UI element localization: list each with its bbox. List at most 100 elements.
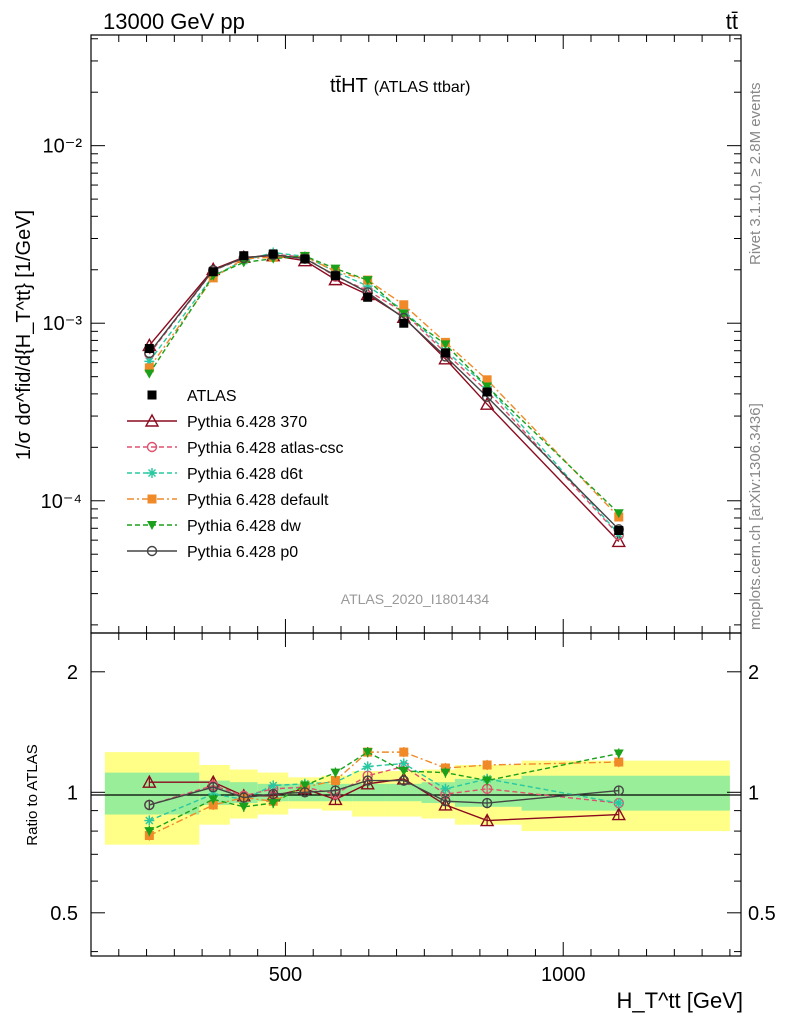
data-point <box>362 281 373 292</box>
ratio-plot-panel: 500 1000 0.5 0.5 1 1 2 2 Ratio to ATLAS <box>24 632 776 986</box>
ratio-point <box>299 781 310 791</box>
ratio-stat-uncertainty-band <box>104 772 200 815</box>
y-axis-label: 1/σ dσ^fid/d{H_T^tt} [1/GeV] <box>13 210 35 460</box>
data-point <box>399 300 409 310</box>
main-plot-panel: 10⁻⁴ 10⁻³ 10⁻² tt̄HT (ATLAS ttbar) ATLAS_20… <box>13 34 742 634</box>
data-point <box>482 387 492 397</box>
ratio-point <box>482 776 493 786</box>
data-point <box>300 254 310 264</box>
ratio-point <box>144 827 155 837</box>
data-point <box>479 396 495 410</box>
legend-marker <box>147 521 157 530</box>
plot-title: tt̄HT (ATLAS ttbar) <box>330 75 470 97</box>
ratio-point <box>268 788 279 800</box>
data-point <box>614 526 624 536</box>
data-point <box>613 509 624 519</box>
data-point <box>330 271 340 281</box>
ratio-y-tick-label: 1 <box>67 782 78 804</box>
ratio-point <box>398 758 409 769</box>
ratio-point <box>481 797 493 809</box>
ratio-point <box>268 780 279 791</box>
ratio-point <box>208 800 218 810</box>
ratio-series-pythia-6-428-p0 <box>144 775 624 811</box>
data-point <box>438 351 453 365</box>
data-point <box>208 267 218 277</box>
ratio-point <box>142 774 157 788</box>
legend-label: Pythia 6.428 atlas-csc <box>187 440 344 457</box>
ratio-point <box>268 799 279 809</box>
data-point <box>611 533 626 548</box>
header-energy: 13000 GeV pp <box>103 9 245 34</box>
ratio-y-tick-label-right: 1 <box>748 782 759 804</box>
data-point <box>363 292 373 302</box>
data-point <box>144 363 154 373</box>
ratio-point <box>398 775 409 786</box>
data-point <box>482 375 492 385</box>
legend-item: Pythia 6.428 370 <box>127 413 307 431</box>
ratio-point <box>208 795 219 805</box>
legend-marker <box>146 545 158 557</box>
ratio-point <box>330 785 341 796</box>
ratio-point <box>614 757 624 767</box>
y-tick-label: 10⁻⁴ <box>41 491 82 513</box>
ratio-point <box>238 802 249 812</box>
legend-marker <box>144 413 160 427</box>
ratio-point <box>479 813 495 827</box>
y-tick-label: 10⁻² <box>43 136 83 158</box>
ratio-point <box>144 815 155 826</box>
series-line <box>148 251 620 535</box>
x-tick-label: 500 <box>269 964 302 986</box>
data-point <box>144 344 154 354</box>
data-point <box>362 276 373 286</box>
ratio-point <box>440 768 451 778</box>
legend-label: Pythia 6.428 d6t <box>187 466 303 483</box>
ratio-stat-uncertainty-band <box>385 783 422 802</box>
ratio-point <box>328 791 343 806</box>
ratio-point <box>362 748 373 758</box>
ratio-point <box>208 789 219 800</box>
legend-marker <box>147 468 157 478</box>
legend-item: Pythia 6.428 dw <box>127 518 301 535</box>
ratio-y-tick-label-right: 2 <box>748 662 759 684</box>
legend-label: Pythia 6.428 370 <box>187 414 307 431</box>
ratio-point <box>399 747 409 757</box>
data-point <box>239 251 249 261</box>
ratio-point <box>238 792 249 803</box>
legend-marker <box>147 494 157 504</box>
series-atlas <box>144 249 624 536</box>
data-point <box>398 309 409 319</box>
data-point <box>144 356 155 367</box>
ratio-y-axis-label: Ratio to ATLAS <box>24 744 41 845</box>
ratio-point <box>482 760 492 770</box>
data-point <box>330 264 341 274</box>
legend-marker <box>146 441 158 453</box>
ratio-y-tick-label-right: 0.5 <box>748 903 776 925</box>
legend-label: Pythia 6.428 dw <box>187 518 301 535</box>
x-tick-label: 1000 <box>541 964 586 986</box>
ratio-point <box>440 783 451 794</box>
rivet-version-label: Rivet 3.1.10, ≥ 2.8M events <box>747 83 764 266</box>
ratio-point <box>613 749 624 759</box>
legend: ATLAS Pythia 6.428 370 Pythia 6.428 atlas-… <box>127 388 344 561</box>
mcplots-source-label: mcplots.cern.ch [arXiv:1306.3436] <box>747 403 764 630</box>
data-point <box>440 340 451 350</box>
data-point <box>399 318 409 328</box>
ratio-stat-uncertainty-band <box>352 783 386 802</box>
ratio-point <box>398 767 409 777</box>
ratio-point <box>330 768 341 778</box>
data-point <box>440 348 450 358</box>
ratio-stat-uncertainty-band <box>521 775 730 811</box>
legend-item: Pythia 6.428 atlas-csc <box>127 440 344 457</box>
ratio-y-tick-label: 2 <box>67 662 78 684</box>
ratio-point <box>440 796 451 807</box>
ratio-series-pythia-6-428-dw <box>144 746 624 837</box>
data-point <box>144 369 155 379</box>
data-point <box>268 249 278 259</box>
data-point <box>482 382 493 392</box>
ratio-point <box>330 776 340 786</box>
ratio-point <box>208 781 219 793</box>
ratio-point <box>362 761 373 772</box>
legend-label: ATLAS <box>187 388 237 405</box>
legend-label: Pythia 6.428 default <box>187 492 329 509</box>
